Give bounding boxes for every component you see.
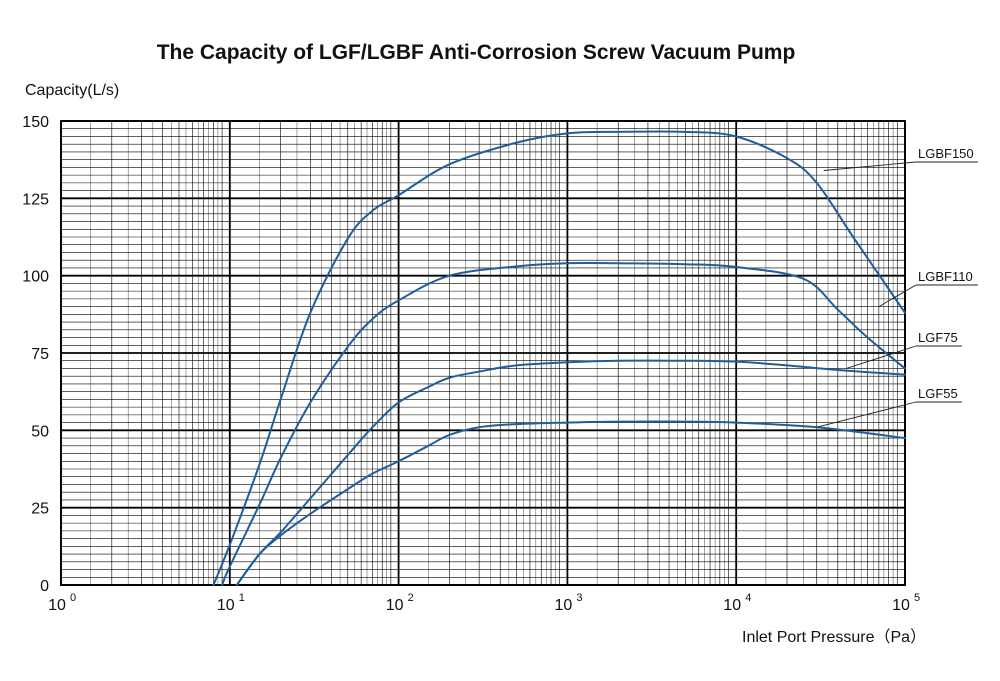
series-group xyxy=(212,130,906,586)
series-line-lgbf150 xyxy=(212,130,906,586)
x-tick-label: 10 xyxy=(723,597,741,614)
y-tick-label: 100 xyxy=(22,269,49,286)
series-label-lgbf110: LGBF110 xyxy=(918,269,973,284)
leader-line xyxy=(878,284,917,307)
leader-line xyxy=(846,345,917,369)
series-line-lgf55 xyxy=(235,420,906,586)
series-label-lgf75: LGF75 xyxy=(918,330,958,345)
x-tick-exponent: 4 xyxy=(745,592,751,604)
y-tick-label: 125 xyxy=(22,191,49,208)
y-tick-label: 75 xyxy=(31,346,49,363)
chart-title: The Capacity of LGF/LGBF Anti-Corrosion … xyxy=(157,41,796,64)
y-tick-label: 50 xyxy=(31,423,49,440)
series-label-lgf55: LGF55 xyxy=(918,386,958,401)
x-axis-label: Inlet Port Pressure（Pa） xyxy=(742,628,926,646)
x-tick-exponent: 0 xyxy=(70,592,76,604)
y-tick-label: 25 xyxy=(31,501,49,518)
series-line-lgbf110 xyxy=(221,262,906,586)
x-tick-exponent: 1 xyxy=(239,592,245,604)
x-tick-label: 10 xyxy=(892,597,910,614)
x-tick-label: 10 xyxy=(555,597,573,614)
grid xyxy=(60,120,906,586)
x-tick-label: 10 xyxy=(386,597,404,614)
x-tick-label: 10 xyxy=(48,597,66,614)
plot-frame xyxy=(60,120,906,586)
x-tick-exponent: 3 xyxy=(576,592,582,604)
y-axis-label: Capacity(L/s) xyxy=(25,82,119,99)
series-labels: LGBF150 LGBF110 LGF75 LGF55 xyxy=(816,146,978,428)
leader-line xyxy=(816,401,917,428)
x-tick-exponent: 2 xyxy=(408,592,414,604)
series-label-lgbf150: LGBF150 xyxy=(918,146,974,161)
y-tick-label: 0 xyxy=(40,578,49,595)
leader-line xyxy=(823,161,917,171)
y-tick-label: 150 xyxy=(22,114,49,131)
x-tick-label: 10 xyxy=(217,597,235,614)
series-line-lgf75 xyxy=(235,359,906,586)
x-tick-exponent: 5 xyxy=(914,592,920,604)
